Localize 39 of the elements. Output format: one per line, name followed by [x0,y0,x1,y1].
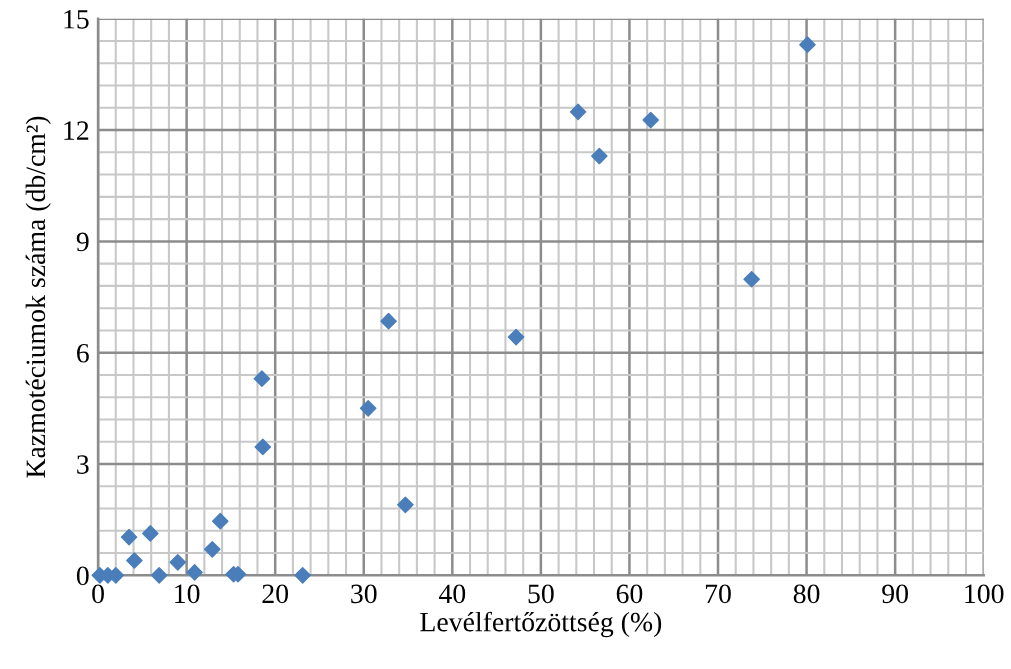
point [743,270,760,288]
point [380,312,397,330]
point [186,564,203,581]
point [253,370,271,387]
y-tick-label: 9 [76,232,89,252]
x-tick-label: 70 [705,584,731,604]
point [294,567,311,584]
point [150,567,168,584]
y-tick-label: 0 [76,566,89,586]
y-axis-title: Kazmotéciumok száma (db/cm²) [25,116,51,478]
x-tick-label: 60 [616,584,643,604]
point [211,512,229,530]
y-tick-label: 12 [64,121,89,140]
x-tick-label: 20 [262,584,289,604]
point [169,554,187,571]
point [126,552,143,569]
x-axis-title: Levélfertőzöttség (%) [420,611,662,638]
x-tick-label: 50 [528,584,554,604]
x-tick-label: 40 [438,584,466,604]
x-tick-label: 100 [965,584,1004,604]
point [142,525,159,542]
point [507,328,525,346]
point [591,147,608,165]
point [204,541,221,558]
point [254,438,272,456]
point [120,528,138,546]
y-tick-label: 15 [64,10,89,29]
x-tick-label: 0 [92,584,104,604]
y-tick-label: 6 [77,343,89,363]
point [397,496,414,514]
x-tick-label: 30 [351,584,377,604]
point [642,111,660,129]
y-tick-label: 3 [77,455,89,474]
point [569,103,587,121]
x-tick-label: 10 [175,584,200,604]
x-tick-label: 90 [882,584,908,604]
x-tick-label: 80 [793,584,820,604]
point [799,36,816,54]
point [359,400,377,417]
